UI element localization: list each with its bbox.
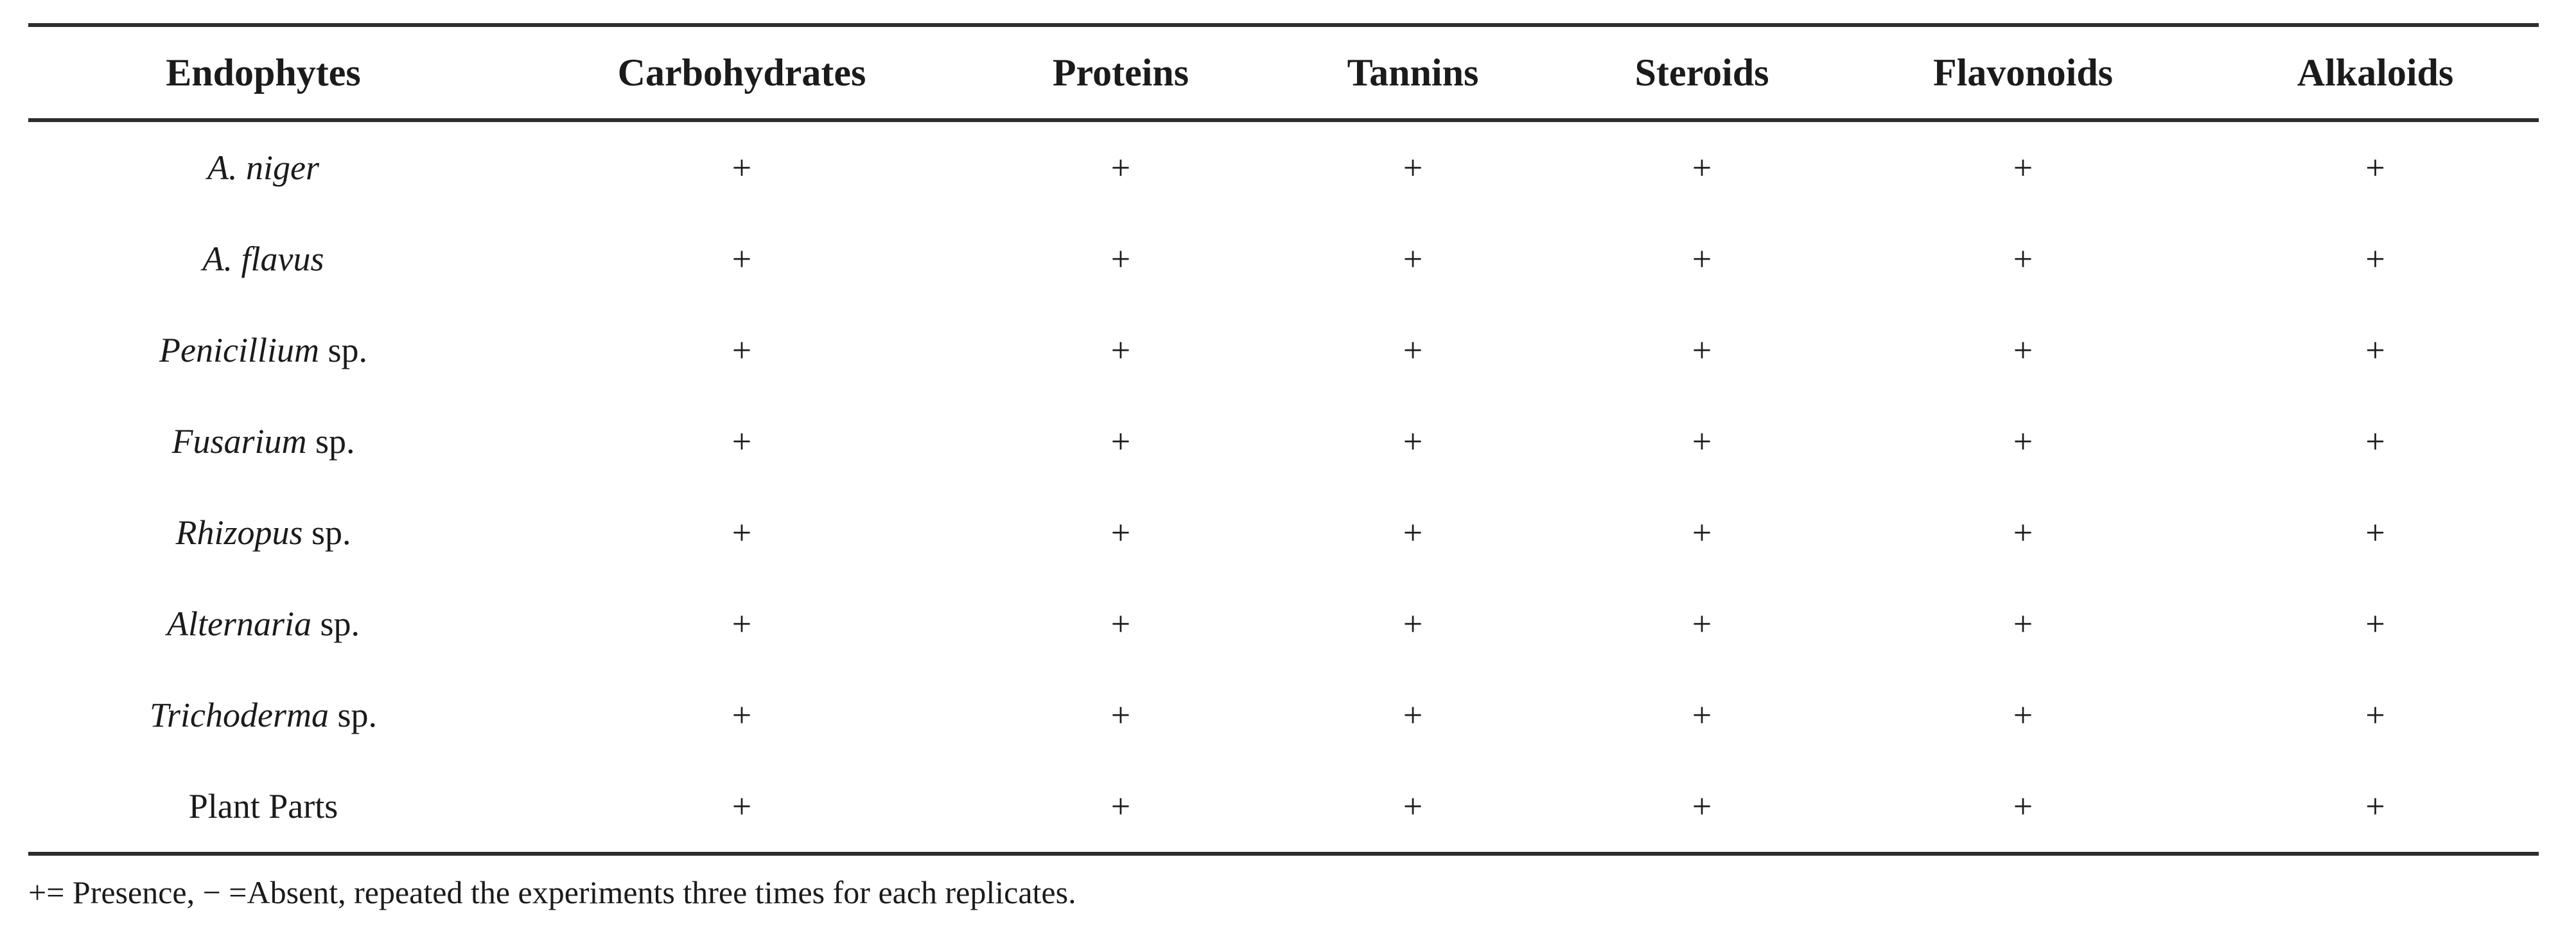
organism-name: Penicillium — [159, 330, 319, 369]
result-cell: + — [1692, 330, 1712, 369]
result-cell: + — [2365, 421, 2385, 461]
result-cell: + — [2365, 239, 2385, 278]
result-cell: + — [1110, 695, 1131, 734]
result-cell: + — [1692, 513, 1712, 552]
table-row: A. niger + + + + + + — [28, 122, 2539, 213]
result-cell: + — [1110, 604, 1131, 643]
result-cell: + — [2365, 604, 2385, 643]
table-bottom-rule — [28, 852, 2539, 856]
result-cell: + — [1403, 239, 1423, 278]
table-row: Rhizopus sp. + + + + + + — [28, 487, 2539, 578]
result-cell: + — [2013, 148, 2033, 187]
organism-name: Trichoderma — [149, 695, 329, 734]
column-header-proteins: Proteins — [1052, 51, 1189, 94]
result-cell: + — [1403, 695, 1423, 734]
column-header-flavonoids: Flavonoids — [1932, 51, 2114, 94]
row-label: Alternaria sp. — [28, 604, 498, 643]
row-label: Fusarium sp. — [28, 423, 498, 460]
result-cell: + — [732, 695, 752, 734]
column-header-tannins: Tannins — [1347, 51, 1479, 94]
result-cell: + — [2013, 330, 2033, 369]
result-cell: + — [1692, 604, 1712, 643]
column-header-steroids: Steroids — [1634, 51, 1769, 94]
table-footnote: += Presence, − =Absent, repeated the exp… — [28, 874, 1076, 910]
result-cell: + — [732, 421, 752, 461]
result-cell: + — [732, 148, 752, 187]
table-row: Fusarium sp. + + + + + + — [28, 396, 2539, 487]
table-row: Alternaria sp. + + + + + + — [28, 578, 2539, 669]
result-cell: + — [1692, 786, 1712, 825]
result-cell: + — [1403, 604, 1423, 643]
result-cell: + — [1403, 786, 1423, 825]
column-header-alkaloids: Alkaloids — [2297, 51, 2454, 94]
result-cell: + — [732, 239, 752, 278]
result-cell: + — [1403, 330, 1423, 369]
table-row: Trichoderma sp. + + + + + + — [28, 669, 2539, 761]
organism-name: A. flavus — [202, 239, 324, 278]
table-top-rule — [28, 23, 2539, 27]
table-header-row: Endophytes Carbohydrates Proteins Tannin… — [28, 27, 2539, 118]
result-cell: + — [1110, 786, 1131, 825]
organism-name: Fusarium — [171, 421, 307, 461]
result-cell: + — [1403, 513, 1423, 552]
result-cell: + — [1403, 148, 1423, 187]
result-cell: + — [1692, 239, 1712, 278]
result-cell: + — [2013, 239, 2033, 278]
result-cell: + — [2013, 786, 2033, 825]
row-label: Trichoderma sp. — [28, 695, 498, 734]
row-label: Plant Parts — [28, 788, 498, 825]
result-cell: + — [1110, 513, 1131, 552]
organism-suffix: Plant Parts — [188, 786, 338, 825]
result-cell: + — [732, 330, 752, 369]
organism-suffix: sp. — [311, 604, 360, 643]
result-cell: + — [2365, 513, 2385, 552]
result-cell: + — [1692, 421, 1712, 461]
result-cell: + — [1110, 421, 1131, 461]
result-cell: + — [2013, 421, 2033, 461]
organism-suffix: sp. — [302, 513, 351, 552]
header-separator-rule — [28, 118, 2539, 122]
row-label: A. niger — [28, 148, 498, 187]
organism-suffix: sp. — [306, 421, 355, 461]
phytochemical-screening-table: Endophytes Carbohydrates Proteins Tannin… — [28, 23, 2539, 911]
result-cell: + — [1692, 695, 1712, 734]
result-cell: + — [2013, 513, 2033, 552]
result-cell: + — [1110, 148, 1131, 187]
result-cell: + — [732, 604, 752, 643]
result-cell: + — [2365, 786, 2385, 825]
organism-name: A. niger — [207, 148, 319, 187]
organism-name: Rhizopus — [175, 513, 303, 552]
result-cell: + — [2365, 148, 2385, 187]
result-cell: + — [2013, 604, 2033, 643]
organism-suffix: sp. — [329, 695, 378, 734]
result-cell: + — [1403, 421, 1423, 461]
table-row: Penicillium sp. + + + + + + — [28, 305, 2539, 396]
result-cell: + — [1110, 239, 1131, 278]
result-cell: + — [2365, 330, 2385, 369]
organism-suffix: sp. — [319, 330, 367, 369]
organism-name: Alternaria — [166, 604, 311, 643]
result-cell: + — [2365, 695, 2385, 734]
table-row: A. flavus + + + + + + — [28, 213, 2539, 305]
result-cell: + — [1692, 148, 1712, 187]
result-cell: + — [1110, 330, 1131, 369]
row-label: A. flavus — [28, 239, 498, 278]
column-header-endophytes: Endophytes — [166, 51, 361, 94]
column-header-carbohydrates: Carbohydrates — [617, 51, 866, 94]
table-row: Plant Parts + + + + + + — [28, 761, 2539, 852]
result-cell: + — [732, 513, 752, 552]
row-label: Rhizopus sp. — [28, 513, 498, 552]
result-cell: + — [732, 786, 752, 825]
row-label: Penicillium sp. — [28, 330, 498, 369]
result-cell: + — [2013, 695, 2033, 734]
